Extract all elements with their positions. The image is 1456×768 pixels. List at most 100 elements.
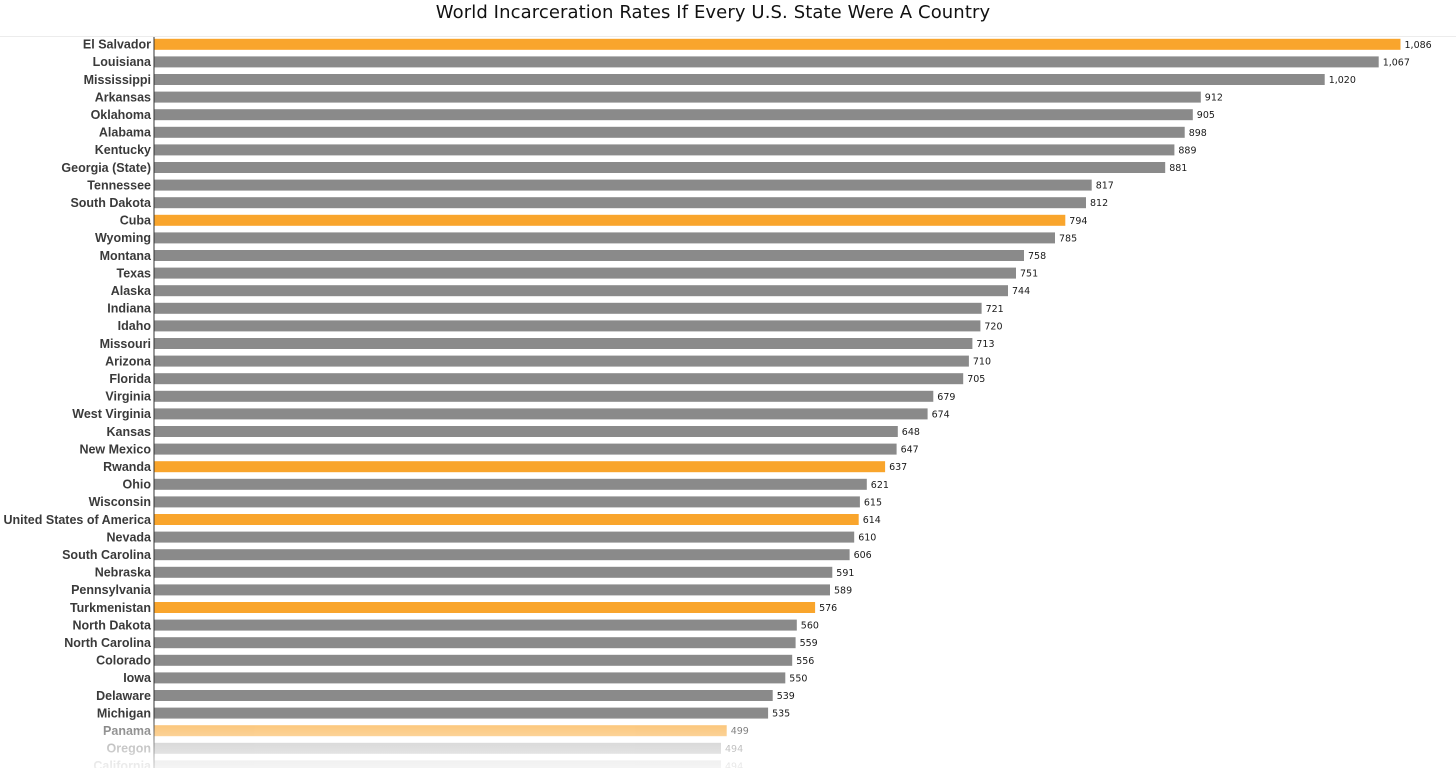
bar-row-idaho: Idaho 720: [118, 319, 1003, 333]
bar-panama: [154, 725, 727, 737]
bar-row-texas: Texas 751: [116, 266, 1038, 280]
value-label-el-salvador: 1,086: [1405, 40, 1432, 51]
bar-wyoming: [154, 232, 1055, 244]
bar-cuba: [154, 214, 1066, 226]
category-label-kentucky: Kentucky: [95, 143, 151, 157]
bar-el-salvador: [154, 38, 1401, 50]
category-label-wisconsin: Wisconsin: [89, 495, 151, 509]
category-label-delaware: Delaware: [96, 689, 151, 703]
category-label-north-dakota: North Dakota: [73, 618, 153, 632]
value-label-colorado: 556: [796, 656, 814, 667]
bar-georgia-state: [154, 162, 1166, 173]
value-label-arkansas: 912: [1205, 93, 1223, 104]
category-label-tennessee: Tennessee: [87, 178, 151, 192]
category-label-el-salvador: El Salvador: [83, 38, 151, 52]
bar-north-dakota: [154, 619, 797, 631]
value-label-iowa: 550: [789, 673, 807, 684]
bar-row-missouri: Missouri 713: [100, 337, 995, 351]
category-label-alaska: Alaska: [111, 284, 152, 298]
bar-row-panama: Panama 499: [103, 724, 749, 738]
category-label-new-mexico: New Mexico: [79, 442, 151, 456]
value-label-turkmenistan: 576: [819, 603, 837, 614]
category-label-louisiana: Louisiana: [93, 55, 152, 69]
category-label-michigan: Michigan: [97, 706, 151, 720]
value-label-alabama: 898: [1189, 128, 1207, 139]
bar-row-virginia: Virginia 679: [105, 390, 955, 404]
value-label-missouri: 713: [976, 339, 994, 350]
bar-row-colorado: Colorado 556: [96, 654, 814, 668]
value-label-oklahoma: 905: [1197, 110, 1215, 121]
bar-row-wyoming: Wyoming 785: [95, 231, 1077, 245]
value-label-arizona: 710: [973, 357, 991, 368]
bar-row-iowa: Iowa 550: [123, 671, 807, 685]
category-label-florida: Florida: [109, 372, 152, 386]
value-label-texas: 751: [1020, 269, 1038, 280]
category-label-idaho: Idaho: [118, 319, 152, 333]
value-label-alaska: 744: [1012, 286, 1030, 297]
value-label-new-mexico: 647: [901, 445, 919, 456]
category-label-kansas: Kansas: [107, 425, 152, 439]
category-label-arkansas: Arkansas: [95, 90, 151, 104]
bar-united-states-of-america: [154, 514, 859, 525]
bar-oklahoma: [154, 109, 1193, 121]
value-label-cuba: 794: [1069, 216, 1087, 227]
bar-wisconsin: [154, 496, 860, 508]
bar-row-mississippi: Mississippi 1,020: [84, 73, 1356, 87]
category-label-rwanda: Rwanda: [103, 460, 152, 474]
bar-row-kentucky: Kentucky 889: [95, 143, 1197, 157]
bar-row-el-salvador: El Salvador 1,086: [83, 38, 1432, 52]
category-label-cuba: Cuba: [120, 214, 152, 228]
bar-row-indiana: Indiana 721: [107, 302, 1004, 316]
value-label-south-carolina: 606: [854, 550, 872, 561]
category-label-iowa: Iowa: [123, 671, 152, 685]
value-label-south-dakota: 812: [1090, 198, 1108, 209]
bar-row-wisconsin: Wisconsin 615: [89, 495, 882, 509]
category-label-indiana: Indiana: [107, 302, 152, 316]
bar-pennsylvania: [154, 584, 830, 596]
bar-row-louisiana: Louisiana 1,067: [93, 55, 1410, 69]
bar-row-south-dakota: South Dakota 812: [70, 196, 1108, 210]
bar-row-alaska: Alaska 744: [111, 284, 1030, 298]
bar-row-delaware: Delaware 539: [96, 689, 795, 703]
bar-california: [154, 760, 721, 768]
bar-row-rwanda: Rwanda 637: [103, 460, 907, 474]
category-label-montana: Montana: [100, 249, 152, 263]
bar-nevada: [154, 531, 855, 543]
bar-row-oklahoma: Oklahoma 905: [91, 108, 1215, 122]
category-label-georgia-state: Georgia (State): [61, 161, 151, 175]
category-label-south-carolina: South Carolina: [62, 548, 152, 562]
category-label-west-virginia: West Virginia: [72, 407, 152, 421]
bar-new-mexico: [154, 443, 897, 455]
value-label-united-states-of-america: 614: [863, 515, 881, 526]
bar-tennessee: [154, 179, 1092, 191]
category-label-missouri: Missouri: [100, 337, 151, 351]
bar-idaho: [154, 320, 981, 332]
bar-louisiana: [154, 56, 1379, 68]
category-label-texas: Texas: [116, 266, 151, 280]
value-label-montana: 758: [1028, 251, 1046, 262]
category-label-colorado: Colorado: [96, 654, 151, 668]
value-label-wyoming: 785: [1059, 233, 1077, 244]
bar-row-oregon: Oregon 494: [107, 742, 744, 756]
value-label-north-carolina: 559: [800, 638, 818, 649]
bar-ohio: [154, 478, 867, 490]
bar-oregon: [154, 742, 721, 754]
bar-row-united-states-of-america: United States of America 614: [4, 513, 881, 527]
value-label-kentucky: 889: [1178, 145, 1196, 156]
category-label-panama: Panama: [103, 724, 152, 738]
bar-turkmenistan: [154, 602, 816, 613]
value-label-rwanda: 637: [889, 462, 907, 473]
bar-west-virginia: [154, 408, 928, 420]
category-label-ohio: Ohio: [123, 478, 152, 492]
bar-row-georgia-state: Georgia (State) 881: [61, 161, 1187, 175]
bar-kansas: [154, 426, 898, 437]
bar-row-cuba: Cuba 794: [120, 214, 1088, 228]
value-label-wisconsin: 615: [864, 497, 882, 508]
bar-mississippi: [154, 74, 1325, 85]
bar-florida: [154, 373, 964, 385]
value-label-florida: 705: [967, 374, 985, 385]
bar-row-nebraska: Nebraska 591: [95, 566, 855, 580]
category-label-oregon: Oregon: [107, 742, 151, 756]
bar-row-new-mexico: New Mexico 647: [79, 442, 918, 456]
